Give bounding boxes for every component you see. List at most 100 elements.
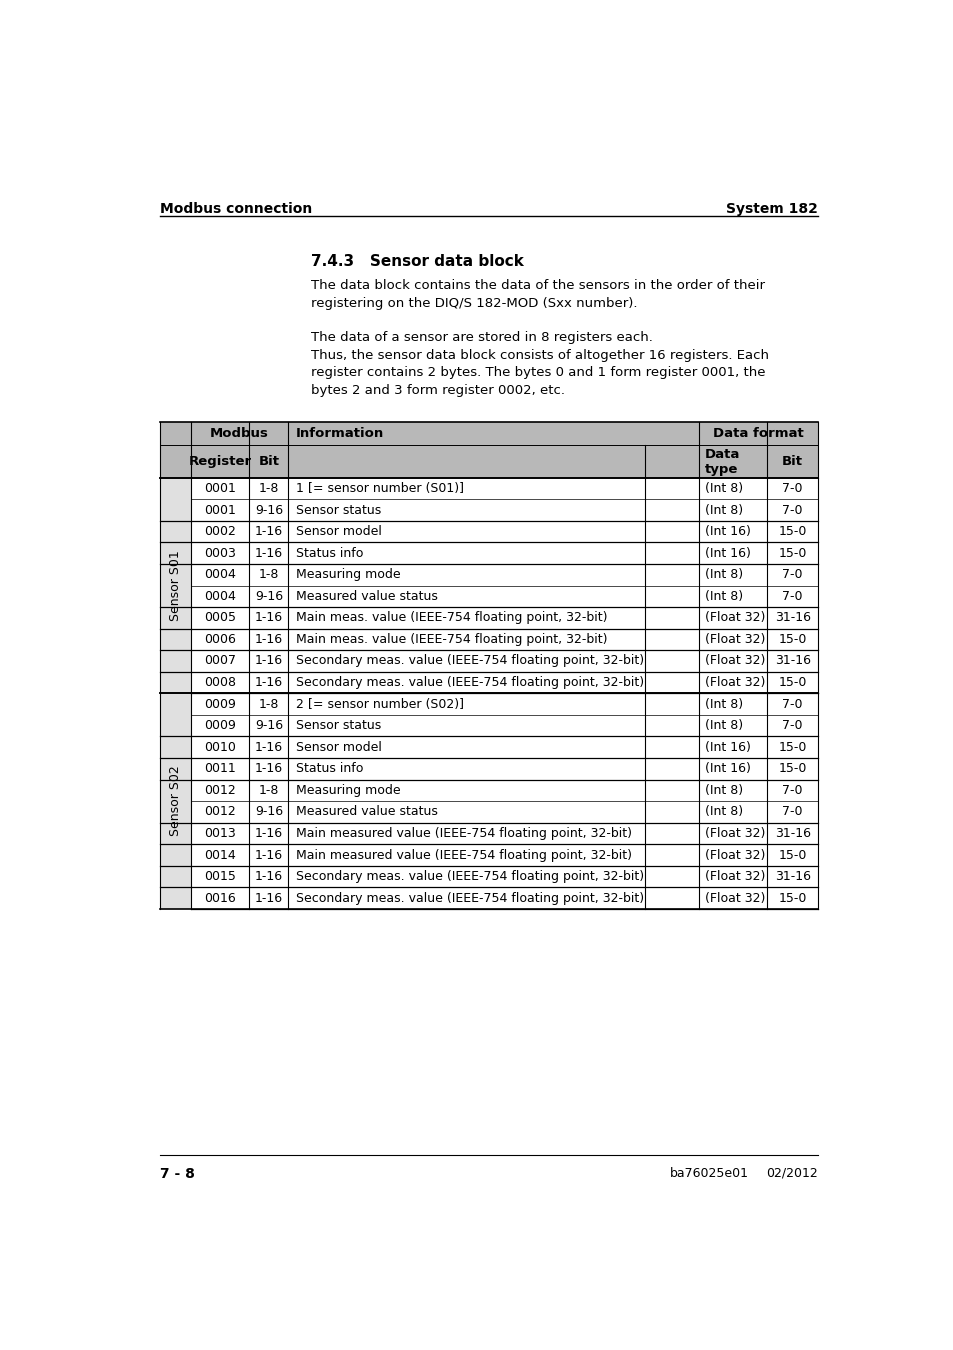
Text: 0007: 0007 [204, 655, 235, 667]
Text: 0005: 0005 [204, 612, 235, 624]
Bar [159, 446, 818, 478]
Text: Sensor status: Sensor status [295, 720, 381, 732]
Text: (Int 8): (Int 8) [704, 482, 742, 495]
Text: 7 - 8: 7 - 8 [159, 1166, 194, 1181]
Text: Status info: Status info [295, 547, 363, 560]
Text: Main measured value (IEEE-754 floating point, 32-bit): Main measured value (IEEE-754 floating p… [295, 849, 631, 861]
Text: The data block contains the data of the sensors in the order of their
registerin: The data block contains the data of the … [311, 279, 764, 309]
Text: 15-0: 15-0 [778, 676, 806, 688]
Text: 1-16: 1-16 [254, 828, 283, 840]
Text: 7-0: 7-0 [781, 504, 802, 517]
Text: 7-0: 7-0 [781, 720, 802, 732]
Text: (Int 8): (Int 8) [704, 806, 742, 818]
Text: (Int 8): (Int 8) [704, 568, 742, 582]
Text: 15-0: 15-0 [778, 741, 806, 753]
Text: Sensor S01: Sensor S01 [169, 551, 181, 621]
Text: 31-16: 31-16 [774, 612, 810, 624]
Text: 15-0: 15-0 [778, 525, 806, 539]
Text: (Float 32): (Float 32) [704, 891, 764, 904]
Text: 1-8: 1-8 [258, 698, 278, 710]
Text: 9-16: 9-16 [254, 590, 283, 603]
Text: 0010: 0010 [204, 741, 235, 753]
Text: (Float 32): (Float 32) [704, 612, 764, 624]
Text: 1-8: 1-8 [258, 482, 278, 495]
Text: 1-16: 1-16 [254, 849, 283, 861]
Text: Main measured value (IEEE-754 floating point, 32-bit): Main measured value (IEEE-754 floating p… [295, 828, 631, 840]
Text: 31-16: 31-16 [774, 655, 810, 667]
Text: 1-16: 1-16 [254, 612, 283, 624]
Text: (Int 16): (Int 16) [704, 547, 750, 560]
Text: 1 [= sensor number (S01)]: 1 [= sensor number (S01)] [295, 482, 463, 495]
Text: 1-16: 1-16 [254, 763, 283, 775]
Text: 0013: 0013 [204, 828, 235, 840]
Text: 1-16: 1-16 [254, 741, 283, 753]
Text: 9-16: 9-16 [254, 504, 283, 517]
Text: 2 [= sensor number (S02)]: 2 [= sensor number (S02)] [295, 698, 463, 710]
Text: (Int 8): (Int 8) [704, 720, 742, 732]
Text: 1-8: 1-8 [258, 784, 278, 796]
Text: (Float 32): (Float 32) [704, 633, 764, 645]
Text: Secondary meas. value (IEEE-754 floating point, 32-bit): Secondary meas. value (IEEE-754 floating… [295, 655, 643, 667]
Text: 9-16: 9-16 [254, 806, 283, 818]
Text: Bit: Bit [781, 455, 802, 468]
Text: Measured value status: Measured value status [295, 806, 437, 818]
Text: 0009: 0009 [204, 698, 235, 710]
Text: 7.4.3   Sensor data block: 7.4.3 Sensor data block [311, 254, 523, 270]
Text: Sensor status: Sensor status [295, 504, 381, 517]
Text: Secondary meas. value (IEEE-754 floating point, 32-bit): Secondary meas. value (IEEE-754 floating… [295, 891, 643, 904]
Text: 7-0: 7-0 [781, 590, 802, 603]
Text: 0006: 0006 [204, 633, 235, 645]
Text: Sensor S02: Sensor S02 [169, 765, 181, 837]
Text: 15-0: 15-0 [778, 849, 806, 861]
Text: 1-16: 1-16 [254, 525, 283, 539]
Bar [159, 423, 818, 446]
Text: 02/2012: 02/2012 [766, 1166, 818, 1180]
Text: 9-16: 9-16 [254, 720, 283, 732]
Text: Sensor model: Sensor model [295, 741, 381, 753]
Text: 1-16: 1-16 [254, 633, 283, 645]
Text: 7-0: 7-0 [781, 784, 802, 796]
Text: Information: Information [295, 428, 384, 440]
Text: Bit: Bit [258, 455, 279, 468]
Text: 0004: 0004 [204, 568, 235, 582]
Text: Secondary meas. value (IEEE-754 floating point, 32-bit): Secondary meas. value (IEEE-754 floating… [295, 676, 643, 688]
Text: 7-0: 7-0 [781, 482, 802, 495]
Text: Register: Register [189, 455, 252, 468]
Text: 0001: 0001 [204, 482, 235, 495]
Text: Measuring mode: Measuring mode [295, 784, 400, 796]
Text: 0012: 0012 [204, 806, 235, 818]
Text: 1-16: 1-16 [254, 547, 283, 560]
Bar [159, 478, 191, 694]
Text: 15-0: 15-0 [778, 891, 806, 904]
Text: 0011: 0011 [204, 763, 235, 775]
Text: The data of a sensor are stored in 8 registers each.
Thus, the sensor data block: The data of a sensor are stored in 8 reg… [311, 331, 768, 397]
Text: (Int 8): (Int 8) [704, 784, 742, 796]
Text: 1-16: 1-16 [254, 655, 283, 667]
Text: Data
type: Data type [704, 448, 740, 475]
Text: Modbus: Modbus [210, 428, 269, 440]
Text: Measured value status: Measured value status [295, 590, 437, 603]
Text: 0003: 0003 [204, 547, 235, 560]
Text: 15-0: 15-0 [778, 763, 806, 775]
Text: 0016: 0016 [204, 891, 235, 904]
Text: 15-0: 15-0 [778, 547, 806, 560]
Text: 1-16: 1-16 [254, 869, 283, 883]
Text: (Float 32): (Float 32) [704, 655, 764, 667]
Text: 1-8: 1-8 [258, 568, 278, 582]
Text: System 182: System 182 [725, 202, 818, 216]
Text: 0004: 0004 [204, 590, 235, 603]
Text: (Int 16): (Int 16) [704, 741, 750, 753]
Text: Modbus connection: Modbus connection [159, 202, 312, 216]
Text: (Float 32): (Float 32) [704, 869, 764, 883]
Text: 0008: 0008 [204, 676, 235, 688]
Text: (Int 16): (Int 16) [704, 763, 750, 775]
Text: (Int 8): (Int 8) [704, 590, 742, 603]
Text: 7-0: 7-0 [781, 806, 802, 818]
Text: 0012: 0012 [204, 784, 235, 796]
Text: 0014: 0014 [204, 849, 235, 861]
Text: Secondary meas. value (IEEE-754 floating point, 32-bit): Secondary meas. value (IEEE-754 floating… [295, 869, 643, 883]
Text: Main meas. value (IEEE-754 floating point, 32-bit): Main meas. value (IEEE-754 floating poin… [295, 633, 607, 645]
Text: 31-16: 31-16 [774, 828, 810, 840]
Text: 7-0: 7-0 [781, 568, 802, 582]
Text: Data format: Data format [713, 428, 803, 440]
